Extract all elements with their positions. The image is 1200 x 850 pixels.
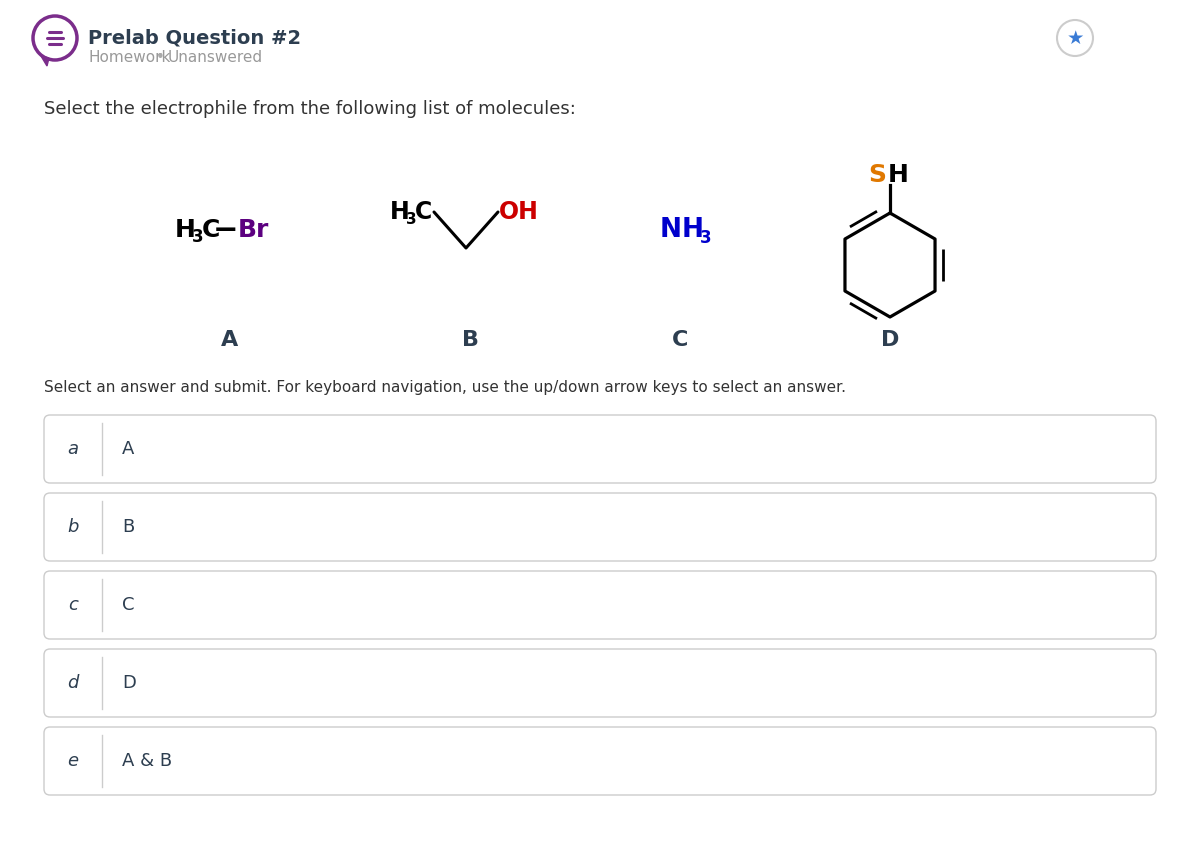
Text: a: a — [67, 440, 78, 458]
Text: B: B — [462, 330, 479, 350]
Text: •: • — [156, 50, 164, 65]
Text: S: S — [868, 163, 886, 187]
Text: C: C — [672, 330, 688, 350]
Text: C: C — [122, 596, 134, 614]
Text: d: d — [67, 674, 79, 692]
Text: B: B — [122, 518, 134, 536]
Text: A: A — [122, 440, 134, 458]
Text: Select the electrophile from the following list of molecules:: Select the electrophile from the followi… — [44, 100, 576, 118]
Text: −: − — [212, 216, 238, 245]
Text: 3: 3 — [192, 228, 204, 246]
FancyBboxPatch shape — [44, 493, 1156, 561]
Text: C: C — [415, 200, 432, 224]
Polygon shape — [41, 56, 49, 66]
Circle shape — [1057, 20, 1093, 56]
Text: C: C — [202, 218, 221, 242]
Text: D: D — [881, 330, 899, 350]
Text: Select an answer and submit. For keyboard navigation, use the up/down arrow keys: Select an answer and submit. For keyboar… — [44, 380, 846, 395]
Text: H: H — [175, 218, 196, 242]
Text: e: e — [67, 752, 78, 770]
Text: b: b — [67, 518, 79, 536]
Text: Br: Br — [238, 218, 269, 242]
FancyBboxPatch shape — [44, 415, 1156, 483]
Text: A: A — [221, 330, 239, 350]
Text: 3: 3 — [700, 229, 712, 247]
Text: Prelab Question #2: Prelab Question #2 — [88, 28, 301, 47]
Text: OH: OH — [499, 200, 539, 224]
FancyBboxPatch shape — [44, 571, 1156, 639]
Text: c: c — [68, 596, 78, 614]
Text: ★: ★ — [1067, 29, 1084, 48]
Text: H: H — [390, 200, 409, 224]
Text: 3: 3 — [406, 212, 416, 226]
Text: H: H — [888, 163, 908, 187]
Text: Homework: Homework — [88, 50, 170, 65]
Circle shape — [34, 16, 77, 60]
Text: D: D — [122, 674, 136, 692]
Text: H: H — [682, 217, 704, 243]
Text: N: N — [660, 217, 682, 243]
FancyBboxPatch shape — [44, 649, 1156, 717]
Text: A & B: A & B — [122, 752, 172, 770]
Text: Unanswered: Unanswered — [168, 50, 263, 65]
FancyBboxPatch shape — [44, 727, 1156, 795]
